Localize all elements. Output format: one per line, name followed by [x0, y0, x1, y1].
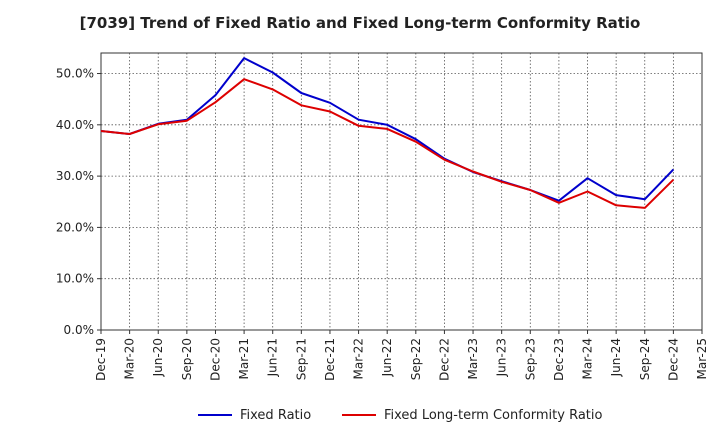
x-tick-label: Dec-22	[437, 338, 451, 381]
x-tick-label: Mar-20	[123, 338, 137, 379]
x-tick-label: Jun-22	[380, 338, 394, 377]
x-tick-label: Sep-22	[409, 338, 423, 380]
legend-label-fixed-long-term-conformity-ratio: Fixed Long-term Conformity Ratio	[384, 407, 603, 423]
y-tick-label: 10.0%	[56, 272, 94, 286]
x-tick-label: Dec-21	[323, 338, 337, 381]
plot-area-frame	[100, 52, 703, 331]
x-tick-label: Mar-23	[466, 338, 480, 379]
legend-swatch-fixed-ratio	[198, 414, 232, 416]
x-tick-label: Dec-19	[94, 338, 108, 381]
series-line-fixed-ratio	[100, 57, 675, 202]
x-tick-label: Sep-20	[180, 338, 194, 380]
y-tick-label: 20.0%	[56, 220, 94, 234]
series-layer	[100, 57, 675, 209]
x-tick-label: Dec-23	[552, 338, 566, 381]
x-tick-label: Sep-21	[294, 338, 308, 380]
series-line-fixed-long-term-conformity-ratio	[100, 78, 675, 209]
x-tick-label: Dec-24	[666, 338, 680, 381]
y-tick-label: 50.0%	[56, 67, 94, 81]
x-tick-label: Mar-22	[352, 338, 366, 379]
legend-item-fixed-ratio: Fixed Ratio	[198, 404, 311, 426]
y-axis: 0.0% 10.0% 20.0% 30.0% 40.0% 50.0%	[56, 67, 101, 337]
x-tick-label: Jun-21	[266, 338, 280, 377]
x-tick-label: Mar-24	[581, 338, 595, 379]
x-tick-label: Sep-23	[523, 338, 537, 380]
x-tick-label: Mar-21	[237, 338, 251, 379]
legend-item-fixed-long-term-conformity-ratio: Fixed Long-term Conformity Ratio	[342, 404, 602, 426]
legend-swatch-fixed-long-term-conformity-ratio	[342, 414, 376, 416]
y-tick-label: 0.0%	[64, 323, 95, 337]
y-tick-label: 40.0%	[56, 118, 94, 132]
x-tick-label: Mar-25	[695, 338, 709, 379]
grid-lines	[101, 53, 702, 330]
x-tick-label: Dec-20	[208, 338, 222, 381]
x-tick-label: Sep-24	[638, 338, 652, 380]
y-tick-label: 30.0%	[56, 169, 94, 183]
x-tick-label: Jun-24	[609, 338, 623, 377]
legend: Fixed Ratio Fixed Long-term Conformity R…	[0, 404, 720, 426]
chart-title: [7039] Trend of Fixed Ratio and Fixed Lo…	[79, 14, 641, 32]
x-tick-label: Jun-23	[495, 338, 509, 377]
x-tick-label: Jun-20	[151, 338, 165, 377]
legend-label-fixed-ratio: Fixed Ratio	[240, 407, 312, 423]
x-axis: Dec-19 Mar-20 Jun-20 Sep-20 Dec-20 Mar-21 Jun-…	[94, 330, 709, 381]
